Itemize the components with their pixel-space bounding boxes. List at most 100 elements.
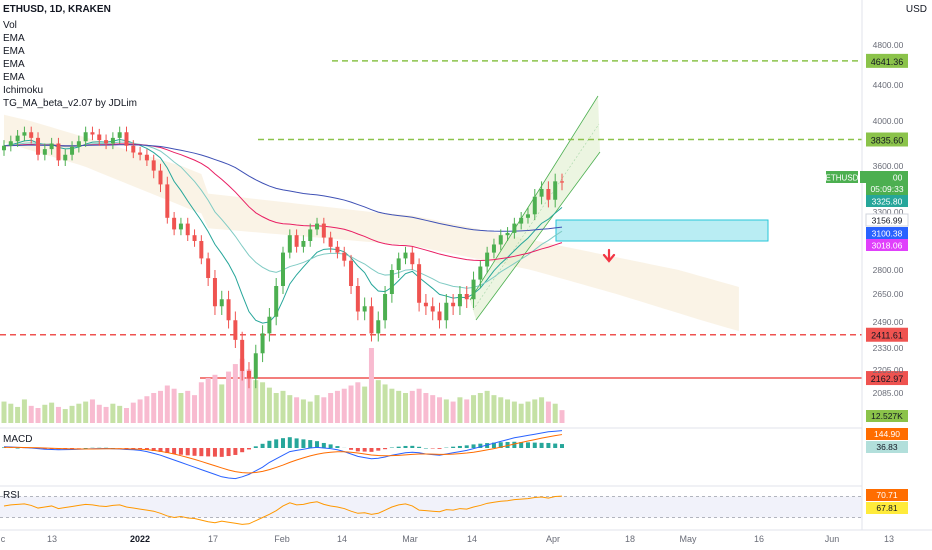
candle-body bbox=[389, 270, 394, 294]
price-tag-2 bbox=[865, 213, 909, 227]
macd-hist-bar bbox=[151, 448, 156, 451]
macd-hist-bar bbox=[349, 448, 354, 450]
candle-body bbox=[457, 294, 462, 307]
volume-bar bbox=[8, 403, 14, 423]
macd-hist-bar bbox=[192, 448, 197, 456]
ichimoku-cloud bbox=[4, 114, 739, 332]
macd-hist-bar bbox=[246, 448, 251, 450]
rsi-label: RSI bbox=[3, 490, 20, 501]
indicator-label-ichimoku[interactable]: Ichimoku bbox=[3, 85, 44, 96]
volume-bars bbox=[1, 348, 565, 423]
y-tick-label: 2800.00 bbox=[873, 265, 904, 275]
y-tick-label: 3600.00 bbox=[873, 161, 904, 171]
macd-hist-bar bbox=[260, 443, 265, 448]
volume-bar bbox=[539, 397, 545, 423]
indicator-label-ema-2[interactable]: EMA bbox=[3, 46, 25, 57]
candle-body bbox=[430, 306, 435, 312]
volume-bar bbox=[416, 388, 422, 423]
candle-body bbox=[8, 141, 13, 146]
time-tick-label: May bbox=[679, 534, 697, 544]
candle-body bbox=[355, 286, 360, 312]
time-tick-label: 2022 bbox=[130, 534, 150, 544]
y-tick-label: 3300.00 bbox=[873, 207, 904, 217]
macd-hist-bar bbox=[491, 442, 496, 448]
candle-body bbox=[519, 217, 524, 224]
candle-body bbox=[76, 141, 81, 147]
macd-hist-bar bbox=[423, 448, 428, 449]
time-tick-label: 14 bbox=[467, 534, 477, 544]
indicator-label-ema-4[interactable]: EMA bbox=[3, 72, 25, 83]
candle-body bbox=[315, 223, 320, 230]
macd-hist-bar bbox=[525, 442, 530, 448]
volume-bar bbox=[437, 397, 443, 423]
macd-hist-bar bbox=[267, 440, 272, 448]
macd-hist-bar bbox=[539, 442, 544, 448]
volume-bar bbox=[49, 402, 55, 423]
candle-body bbox=[485, 252, 490, 267]
macd-tag-2 bbox=[866, 441, 908, 453]
macd-hist-bar bbox=[199, 448, 204, 457]
price-tag-text-3: 3100.38 bbox=[872, 229, 903, 239]
volume-bar bbox=[83, 401, 89, 423]
price-tag-sub-bg bbox=[866, 183, 908, 195]
volume-bar bbox=[545, 401, 551, 423]
volume-bar bbox=[300, 399, 306, 423]
ema-line-0 bbox=[3, 138, 563, 324]
indicator-label-ema-3[interactable]: EMA bbox=[3, 59, 25, 70]
macd-hist-bar bbox=[315, 441, 320, 448]
indicator-label-ema-1[interactable]: EMA bbox=[3, 33, 25, 44]
candle-body bbox=[287, 235, 292, 253]
volume-bar bbox=[15, 406, 21, 423]
symbol-title[interactable]: ETHUSD, 1D, KRAKEN bbox=[3, 4, 111, 15]
indicator-label-tgma[interactable]: TG_MA_beta_v2.07 by JDLim bbox=[3, 98, 137, 109]
candle-body bbox=[539, 189, 544, 197]
price-tag-3 bbox=[866, 227, 908, 239]
volume-bar bbox=[443, 399, 449, 423]
macd-hist-bar bbox=[226, 448, 231, 457]
candle-body bbox=[410, 252, 415, 265]
currency-label[interactable]: USD bbox=[905, 4, 927, 15]
candle-body bbox=[546, 189, 551, 200]
macd-hist-bar bbox=[240, 448, 245, 453]
candle-body bbox=[417, 264, 422, 303]
candle-body bbox=[110, 137, 115, 144]
candle-body bbox=[478, 266, 483, 280]
candle-body bbox=[144, 154, 149, 161]
volume-bar bbox=[205, 378, 211, 423]
volume-bar bbox=[396, 390, 402, 423]
macd-hist-bar bbox=[124, 448, 129, 449]
volume-bar bbox=[328, 393, 334, 423]
candle-body bbox=[138, 152, 143, 155]
macd-hist-bar bbox=[70, 448, 75, 449]
time-axis: c 13 2022 17 Feb 14 Mar 14 Apr 18 May 16 Jun 13 bbox=[0, 529, 932, 544]
volume-bar bbox=[137, 399, 143, 423]
price-axis-bg bbox=[862, 0, 932, 550]
y-tick-label: 4400.00 bbox=[873, 80, 904, 90]
volume-bar bbox=[158, 390, 164, 423]
volume-bar bbox=[477, 393, 483, 423]
volume-bar bbox=[280, 390, 286, 423]
candle-body bbox=[124, 132, 129, 146]
level-tag-2 bbox=[866, 327, 908, 342]
macd-hist-bar bbox=[519, 442, 524, 448]
macd-hist-bar bbox=[471, 444, 476, 448]
candle-body bbox=[471, 279, 476, 300]
macd-hist-bar bbox=[206, 448, 211, 457]
candle-body bbox=[206, 258, 211, 278]
macd-hist-bar bbox=[138, 448, 143, 450]
candle-body bbox=[498, 235, 503, 245]
indicator-label-vol[interactable]: Vol bbox=[3, 20, 17, 31]
rsi-line bbox=[3, 495, 563, 525]
macd-hist-bar bbox=[219, 448, 224, 457]
time-tick-label: Jun bbox=[825, 534, 840, 544]
macd-hist-bar bbox=[178, 448, 183, 455]
candle-body bbox=[90, 132, 95, 135]
y-tick-label: 2650.00 bbox=[873, 289, 904, 299]
time-tick-label: 16 bbox=[754, 534, 764, 544]
volume-bar bbox=[144, 396, 150, 423]
volume-bar bbox=[110, 403, 116, 423]
macd-hist-bar bbox=[287, 437, 292, 448]
macd-hist-bar bbox=[532, 442, 537, 448]
symbol-tag-bg bbox=[826, 171, 858, 183]
